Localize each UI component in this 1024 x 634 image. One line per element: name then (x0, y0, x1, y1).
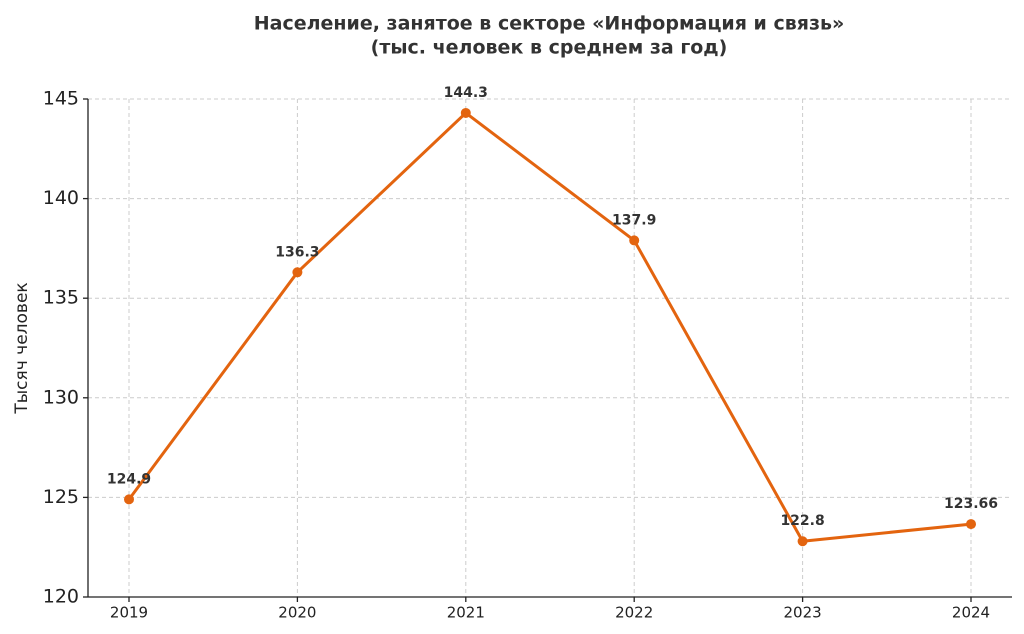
chart-subtitle: (тыс. человек в среднем за год) (371, 37, 728, 59)
x-tick-label: 2022 (615, 604, 653, 622)
y-tick-label: 140 (43, 187, 79, 209)
chart-title: Население, занятое в секторе «Информация… (254, 13, 845, 35)
y-tick-label: 120 (43, 586, 79, 608)
value-label: 144.3 (444, 85, 488, 101)
point (460, 107, 471, 118)
line (127, 111, 972, 543)
point (966, 519, 976, 530)
x-tick-label: 2019 (110, 604, 148, 622)
value-label: 123.66 (944, 496, 998, 512)
point (124, 494, 134, 505)
value-label: 137.9 (612, 212, 656, 228)
y-tick-label: 125 (43, 486, 79, 508)
value-label: 136.3 (275, 244, 319, 260)
x-tick-label: 2021 (447, 604, 485, 622)
x-tick-label: 2024 (952, 604, 990, 622)
x-tick-label: 2020 (278, 604, 316, 622)
y-tick-label: 135 (43, 287, 79, 309)
y-axis-label: Тысяч человек (12, 282, 32, 414)
y-tick-label: 145 (43, 88, 79, 110)
point (629, 235, 640, 246)
point (797, 536, 808, 547)
y-tick-label: 130 (43, 386, 79, 408)
value-label: 122.8 (780, 513, 824, 529)
x-tick-label: 2023 (784, 604, 822, 622)
value-label: 124.9 (107, 471, 151, 487)
point (292, 267, 303, 278)
